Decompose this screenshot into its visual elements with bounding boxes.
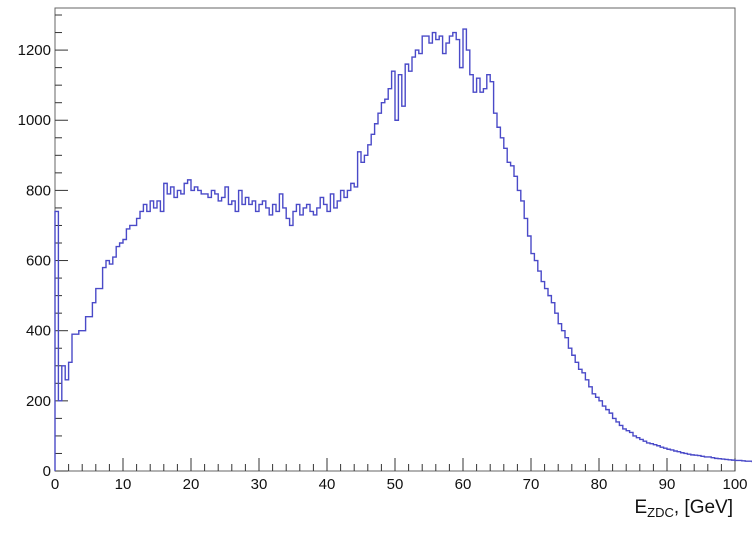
y-axis: 0 200 400 600 800 1000 1200 — [18, 14, 68, 480]
y-tick-label: 600 — [26, 253, 51, 270]
y-tick-label: 1000 — [18, 112, 51, 129]
x-tick-label: 0 — [51, 476, 59, 493]
histogram-line — [54, 28, 752, 471]
x-axis-title-main: E — [634, 497, 647, 518]
x-axis-title: EZDC, [GeV] — [634, 497, 733, 520]
x-axis-title-rest: , [GeV] — [674, 497, 733, 518]
x-axis: 0 10 20 30 40 50 60 70 80 90 100 — [51, 458, 748, 493]
x-axis-title-subscript: ZDC — [647, 505, 674, 520]
x-tick-label: 20 — [183, 476, 200, 493]
x-tick-label: 90 — [659, 476, 676, 493]
y-tick-label: 200 — [26, 393, 51, 410]
x-tick-label: 50 — [387, 476, 404, 493]
x-tick-label: 30 — [251, 476, 268, 493]
x-tick-label: 100 — [722, 476, 747, 493]
x-tick-label: 10 — [115, 476, 132, 493]
y-tick-label: 400 — [26, 323, 51, 340]
x-tick-label: 70 — [523, 476, 540, 493]
x-tick-label: 60 — [455, 476, 472, 493]
y-tick-label: 0 — [43, 463, 51, 480]
y-tick-label: 1200 — [18, 42, 51, 59]
x-tick-label: 40 — [319, 476, 336, 493]
x-tick-label: 80 — [591, 476, 608, 493]
y-tick-label: 800 — [26, 182, 51, 199]
